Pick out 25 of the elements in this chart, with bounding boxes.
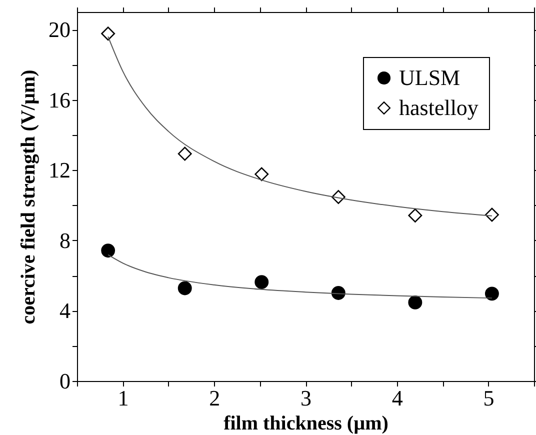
point (101, 244, 116, 258)
y-tick-label: 8 (60, 228, 70, 253)
point (484, 286, 499, 301)
y-tick-label: 20 (48, 17, 70, 42)
y-tick-label: 12 (48, 158, 70, 183)
x-tick-label: 2 (209, 386, 220, 410)
y-tick-label: 4 (60, 298, 70, 324)
x-tick-label: 4 (392, 386, 403, 410)
point (178, 146, 192, 161)
legend-label: ULSM (399, 65, 460, 90)
x-tick-label: 3 (300, 386, 312, 410)
x-tick-label: 5 (483, 386, 494, 410)
point (101, 26, 116, 41)
point (408, 295, 422, 310)
x-axis-title: film thickness (µm) (224, 412, 388, 434)
x-tick-label: 1 (118, 386, 129, 410)
legend-label: hastelloy (399, 95, 478, 120)
point (254, 167, 269, 182)
point (254, 275, 269, 290)
y-tick-label: 16 (48, 87, 70, 112)
y-axis-title: coercive field strength (V/µm) (18, 70, 40, 324)
point (331, 286, 346, 300)
y-tick-label: 0 (60, 368, 70, 394)
point (408, 208, 422, 222)
point (178, 281, 192, 296)
